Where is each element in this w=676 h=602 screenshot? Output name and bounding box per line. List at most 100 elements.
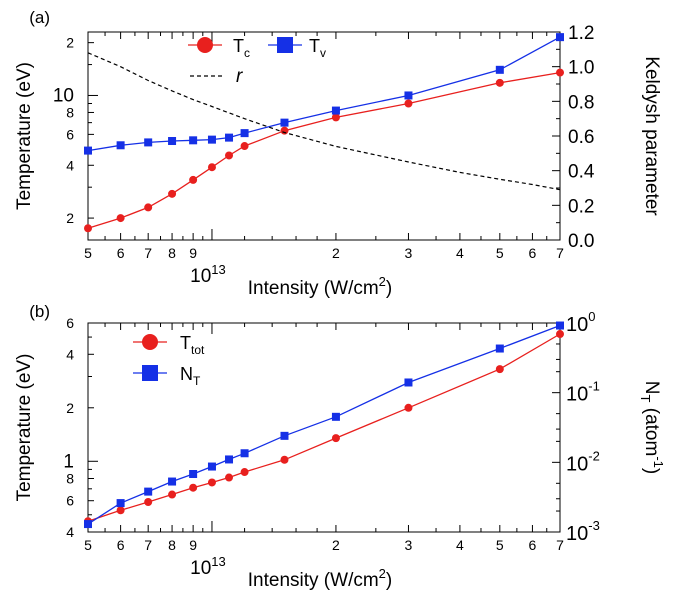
legend: Ttot NT <box>133 333 205 388</box>
data-point-NT <box>495 344 504 353</box>
y-left-tick-label: 1 <box>63 451 74 472</box>
x-tick-label: 6 <box>529 537 537 553</box>
y-right-tick-label: 0.4 <box>568 162 595 183</box>
data-point-NT <box>168 477 177 486</box>
data-point-Ttot <box>495 365 504 374</box>
legend-marker-Tv <box>277 37 293 53</box>
x-axis-title-end: ) <box>386 570 392 591</box>
y-right-tick-exp: 0 <box>588 309 595 324</box>
data-point-Tv <box>280 118 289 127</box>
legend-label-main: T <box>309 36 320 56</box>
y-left-tick-label: 2 <box>66 400 74 416</box>
x-axis-title-sup: 2 <box>379 566 386 581</box>
series-Tc <box>84 68 564 233</box>
series-r <box>87 52 561 191</box>
data-point-Tv <box>240 129 249 138</box>
y-right-title-main: N <box>641 381 662 395</box>
x-axis-title-end: ) <box>386 278 392 299</box>
panel-label: (a) <box>29 8 50 27</box>
data-point-Tc <box>331 113 340 122</box>
legend-label-sub: tot <box>191 343 205 357</box>
legend-label-Tv: Tv <box>309 36 326 60</box>
legend-marker-NT <box>142 365 158 381</box>
series-line-NT <box>87 324 561 525</box>
y-left-tick-label: 4 <box>66 346 74 362</box>
legend-label-sub: c <box>244 46 250 60</box>
x-tick-label: 3 <box>405 245 413 261</box>
y-right-tick-exp: -1 <box>588 379 600 394</box>
series-NT <box>84 321 564 529</box>
y-right-title-end: ) <box>641 468 662 474</box>
x-tick-label: 6 <box>529 245 537 261</box>
x-tick-label: 7 <box>556 537 564 553</box>
y-right-tick-label: 0.0 <box>568 231 594 252</box>
y-right-title-mid: (atom <box>641 402 662 456</box>
x-tick-label: 4 <box>456 245 464 261</box>
data-point-Tc <box>168 189 177 198</box>
y-left-tick-label: 4 <box>66 524 74 540</box>
x-tick-label: 6 <box>117 245 125 261</box>
y-right-tick-label: 0.6 <box>568 127 594 148</box>
data-point-Ttot <box>331 434 340 443</box>
y-right-tick-label: 10-1 <box>566 379 600 406</box>
data-point-Ttot <box>116 506 125 515</box>
data-point-Tc <box>495 78 504 87</box>
data-point-Ttot <box>240 468 249 477</box>
data-point-Tv <box>84 146 92 155</box>
series-Tv <box>84 33 564 155</box>
y-right-tick-base: 10 <box>566 453 588 475</box>
y-right-tick-label: 1.0 <box>568 58 594 79</box>
data-point-NT <box>84 520 92 529</box>
x-decade-label: 1013 <box>190 262 226 287</box>
data-point-NT <box>331 412 340 421</box>
y-left-tick-label: 8 <box>66 104 74 120</box>
legend-label-NT: NT <box>180 364 201 388</box>
x-tick-label: 6 <box>117 537 125 553</box>
data-point-NT <box>144 487 153 496</box>
data-point-Ttot <box>144 498 153 507</box>
x-tick-label: 4 <box>456 537 464 553</box>
x-axis-title-main: Intensity (W/cm <box>248 278 379 299</box>
y-right-tick-label: 100 <box>566 309 595 336</box>
y-left-axis-title: Temperature (eV) <box>14 354 35 502</box>
y-right-tick-base: 10 <box>566 314 588 336</box>
data-point-Ttot <box>189 483 198 492</box>
data-point-Tv <box>207 135 216 144</box>
legend-label-Ttot: Ttot <box>180 333 205 357</box>
x-decade-exponent: 13 <box>211 262 225 277</box>
data-point-Tc <box>207 163 216 172</box>
series-line-r <box>87 52 561 191</box>
legend-label-Tc: Tc <box>233 36 250 60</box>
legend-label-main: N <box>180 364 193 384</box>
y-right-tick-label: 1.2 <box>568 23 594 44</box>
y-left-tick-label: 4 <box>66 157 74 173</box>
data-point-Tv <box>495 65 504 74</box>
data-point-Tv <box>168 137 177 146</box>
data-point-Tc <box>404 99 413 108</box>
data-point-Ttot <box>225 473 234 482</box>
x-tick-label: 5 <box>84 245 92 261</box>
y-right-tick-exp: -2 <box>588 448 600 463</box>
y-right-tick-base: 10 <box>566 523 588 545</box>
data-point-Tc <box>556 68 564 77</box>
series-line-Tc <box>87 71 561 229</box>
legend-label-main: T <box>233 36 244 56</box>
y-right-tick-label: 0.2 <box>568 196 594 217</box>
y-left-tick-label: 6 <box>66 493 74 509</box>
y-right-tick-label: 10-2 <box>566 448 600 475</box>
y-left-tick-label: 6 <box>66 126 74 142</box>
x-tick-label: 5 <box>496 537 504 553</box>
data-point-NT <box>116 499 125 508</box>
data-point-Tv <box>116 141 125 150</box>
data-point-Tc <box>84 224 92 233</box>
legend: Tc Tv r <box>188 36 326 87</box>
x-tick-label: 5 <box>84 537 92 553</box>
x-decade-label: 1013 <box>190 554 226 579</box>
y-left-tick-label: 10 <box>53 85 74 106</box>
legend-label-r: r <box>236 66 243 87</box>
y-left-tick-label: 2 <box>66 210 74 226</box>
y-right-title-sub: T <box>638 395 653 403</box>
x-tick-label: 9 <box>189 245 197 261</box>
data-point-Tv <box>225 133 234 142</box>
